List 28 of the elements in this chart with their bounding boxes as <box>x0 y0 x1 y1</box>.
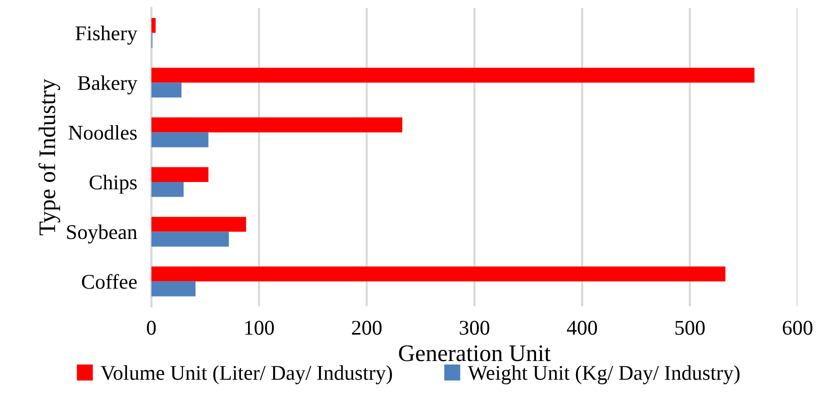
bar <box>151 68 754 83</box>
x-tick-label: 200 <box>352 320 382 335</box>
x-tick-label: 500 <box>675 320 705 335</box>
bar <box>151 266 726 282</box>
bar <box>151 18 156 33</box>
x-tick-label: 300 <box>460 320 490 335</box>
bar <box>151 82 182 98</box>
legend-label: Weight Unit (Kg/ Day/ Industry) <box>468 365 740 384</box>
y-tick-label: Chips <box>90 174 137 194</box>
y-tick-label: Coffee <box>82 274 137 289</box>
y-tick-label: Fishery <box>76 26 138 45</box>
x-tick-label: 400 <box>566 320 597 335</box>
y-tick-label: Soybean <box>67 224 138 244</box>
bar <box>151 117 402 132</box>
bar <box>151 232 229 247</box>
x-tick-label: 100 <box>245 320 274 335</box>
legend-label: Volume Unit (Liter/ Day/ Industry) <box>100 365 392 384</box>
x-tick-label: 600 <box>782 320 812 335</box>
bar <box>151 132 208 148</box>
x-axis-title: Generation Unit <box>399 345 551 362</box>
y-tick-label: Noodles <box>68 125 137 140</box>
bar <box>151 216 246 232</box>
x-tick-label: 0 <box>146 320 156 335</box>
bar <box>151 167 208 182</box>
y-axis-title: Type of Industry <box>38 78 60 236</box>
bar <box>151 281 196 296</box>
bar <box>151 182 184 197</box>
y-tick-label: Bakery <box>78 75 138 94</box>
